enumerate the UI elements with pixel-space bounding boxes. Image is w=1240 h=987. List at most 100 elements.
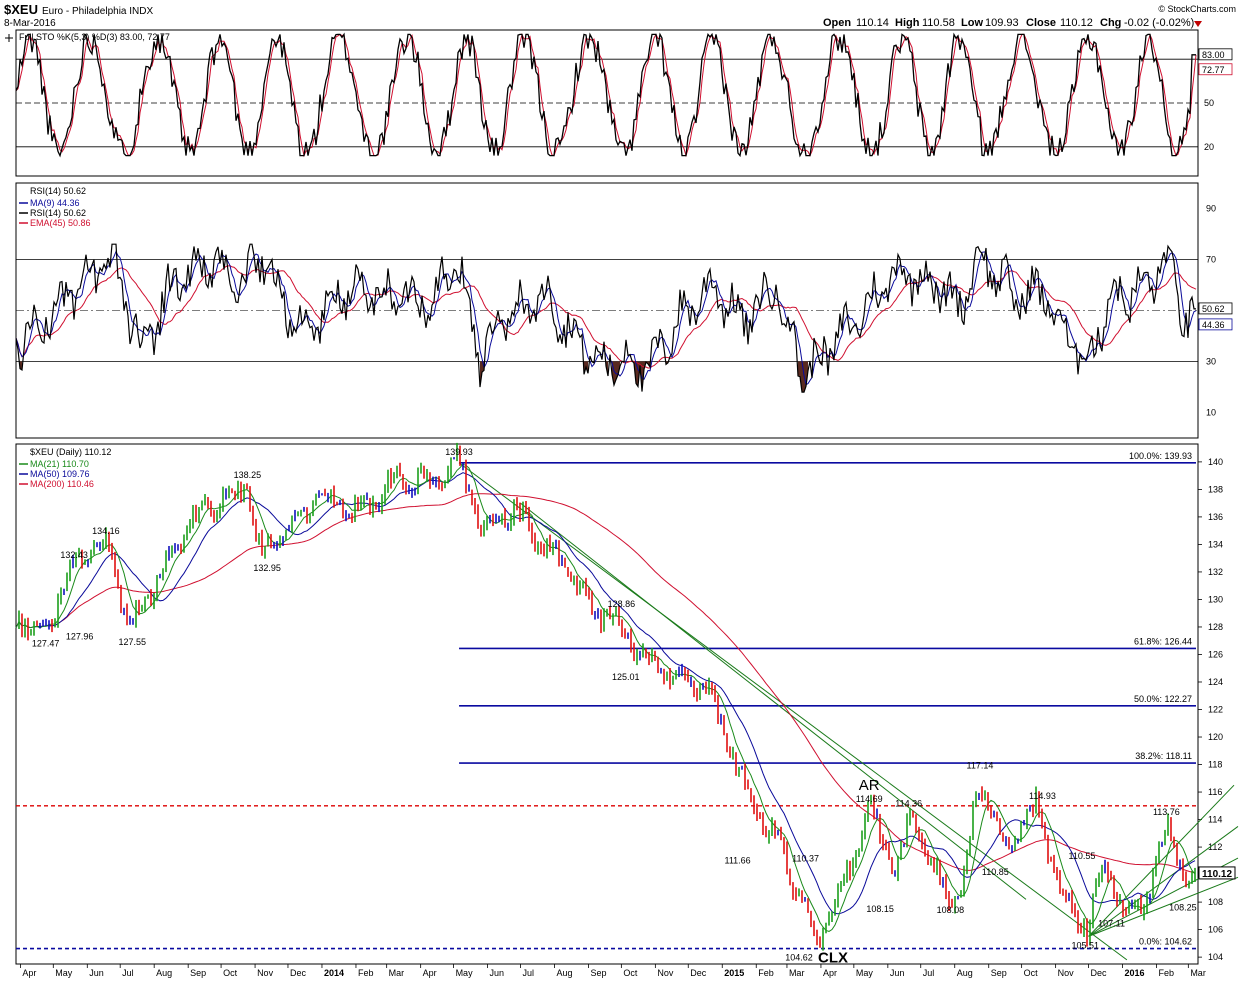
- chg-value: -0.02 (-0.02%): [1124, 17, 1194, 29]
- price-data-label-7: 139.93: [445, 447, 473, 457]
- down-triangle-icon: [1194, 21, 1202, 27]
- price-tick-label-8: 124: [1208, 677, 1223, 687]
- x-tick-label-22: Feb: [758, 968, 774, 978]
- fib-label-1: 61.8%: 126.44: [1134, 636, 1192, 646]
- price-tick-label-9: 122: [1208, 705, 1223, 715]
- x-tick-label-24: Apr: [823, 968, 837, 978]
- sto-scale-50: 50: [1204, 98, 1214, 108]
- rsi-oversold-fill-1: [480, 361, 484, 388]
- price-tick-label-17: 106: [1208, 925, 1223, 935]
- price-data-label-15: 114.36: [895, 799, 922, 809]
- price-data-label-24: 108.25: [1169, 903, 1197, 913]
- price-tick-label-2: 136: [1208, 512, 1223, 522]
- price-tick-label-16: 108: [1208, 897, 1223, 907]
- sto-last-d-box: [1198, 63, 1233, 76]
- chart-date: 8-Mar-2016: [4, 18, 56, 29]
- price-data-label-8: 128.86: [608, 599, 636, 609]
- x-tick-label-30: Oct: [1024, 968, 1039, 978]
- ma21-line: [15, 463, 1196, 932]
- x-tick-label-19: Nov: [657, 968, 674, 978]
- x-tick-label-16: Aug: [556, 968, 572, 978]
- price-tick-label-13: 114: [1208, 815, 1222, 825]
- price-data-label-23: 113.76: [1153, 807, 1180, 817]
- sto-last-k-label: 83.00: [1202, 50, 1225, 60]
- x-tick-label-5: Sep: [190, 968, 206, 978]
- rsi-last-box: [1198, 302, 1233, 315]
- ma200-line: [15, 493, 1196, 874]
- ma50-line: [15, 472, 1196, 915]
- price-data-label-10: 111.66: [724, 856, 750, 866]
- x-tick-label-3: Jul: [122, 968, 134, 978]
- price-legend: $XEU (Daily) 110.12 MA(21) 110.70 MA(50)…: [19, 447, 111, 489]
- price-legend-ma21: MA(21) 110.70: [30, 459, 89, 469]
- chart-type-icon: [5, 34, 13, 42]
- price-tick-label-1: 138: [1208, 484, 1223, 494]
- price-tick-label-11: 118: [1208, 760, 1222, 770]
- sto-panel: 50 20 83.00 72.77: [15, 32, 1233, 158]
- sto-last-d-label: 72.77: [1202, 65, 1225, 75]
- rsi-legend: RSI(14) 50.62 MA(9) 44.36 RSI(14) 50.62 …: [19, 186, 91, 228]
- fib-label-3: 38.2%: 118.11: [1135, 751, 1192, 761]
- x-tick-label-10: Feb: [358, 968, 374, 978]
- price-data-label-1: 127.96: [66, 632, 94, 642]
- sto-legend-text: Full STO %K(5,3) %D(3) 83.00, 72.77: [19, 32, 170, 42]
- x-tick-label-14: Jun: [490, 968, 505, 978]
- x-axis: Apr May Jun Jul Aug Sep Oct Nov Dec 2014 Feb Mar Apr…: [19, 964, 1206, 978]
- fan-line-1: [1088, 826, 1239, 937]
- sto-d-line: [15, 33, 1197, 158]
- rsi-oversold-fill-2: [584, 361, 588, 375]
- rsi-ma-last-label: 44.36: [1202, 320, 1225, 330]
- x-tick-label-12: Apr: [423, 968, 437, 978]
- rsi-panel: 90 70 30 10 50.62 44.36: [15, 204, 1233, 418]
- price-bars: [18, 442, 1196, 951]
- rsi-scale-0: 90: [1206, 204, 1216, 214]
- price-tick-label-5: 130: [1208, 594, 1223, 604]
- price-data-label-22: 107.11: [1098, 918, 1125, 928]
- ohlc-readout: Open 110.14 High 110.58 Low 109.93 Close…: [823, 17, 1202, 29]
- fan-line-0: [1088, 784, 1235, 937]
- symbol-title: $XEU: [4, 2, 38, 17]
- rsi-line: [15, 243, 1196, 393]
- price-data-label-13: 114.69: [856, 794, 883, 804]
- price-data-label-12: 104.62: [785, 953, 813, 963]
- chg-label: Chg: [1100, 17, 1121, 29]
- price-panel: 140 138 136 134 132 130 128 126 124 122 120 118 116 1…: [15, 442, 1239, 967]
- price-data-label-14: 108.15: [866, 904, 894, 914]
- fan-line-3: [1088, 876, 1239, 937]
- price-tick-label-7: 126: [1208, 649, 1223, 659]
- sto-scale-20: 20: [1204, 142, 1214, 152]
- brand-label: © StockCharts.com: [1158, 4, 1236, 14]
- x-tick-label-23: Mar: [789, 968, 805, 978]
- low-label: Low: [961, 17, 983, 29]
- rsi-scale-2: 30: [1206, 357, 1216, 367]
- price-data-label-11: 110.37: [792, 853, 819, 863]
- rsi-ma-last-box: [1198, 318, 1233, 331]
- rsi-scale-1: 70: [1206, 255, 1216, 265]
- x-tick-label-13: May: [456, 968, 474, 978]
- trend-line-0: [458, 462, 1128, 961]
- price-data-label-16: 108.08: [937, 905, 965, 915]
- x-tick-label-9: 2014: [324, 968, 344, 978]
- x-tick-label-21: 2015: [724, 968, 744, 978]
- x-tick-label-6: Oct: [223, 968, 238, 978]
- price-legend-ma50: MA(50) 109.76: [30, 469, 90, 479]
- price-data-label-3: 134.16: [92, 526, 120, 536]
- price-tick-label-3: 134: [1208, 539, 1223, 549]
- price-data-label-20: 110.55: [1069, 851, 1096, 861]
- x-tick-label-20: Dec: [690, 968, 707, 978]
- open-value: 110.14: [856, 17, 889, 29]
- high-label: High: [895, 17, 920, 29]
- price-data-label-5: 138.25: [234, 470, 262, 480]
- price-tick-label-14: 112: [1208, 842, 1222, 852]
- close-label: Close: [1026, 17, 1056, 29]
- x-tick-label-26: Jun: [890, 968, 905, 978]
- sto-legend: Full STO %K(5,3) %D(3) 83.00, 72.77: [5, 32, 170, 42]
- price-data-label-17: 117.14: [967, 760, 994, 770]
- fib-label-4: 0.0%: 104.62: [1139, 937, 1192, 947]
- symbol-name: Euro - Philadelphia INDX: [42, 6, 153, 17]
- x-tick-label-4: Aug: [156, 968, 172, 978]
- trend-line-1: [520, 502, 1027, 900]
- sto-k-line: [15, 32, 1196, 158]
- price-last-box: [1198, 866, 1236, 880]
- price-tick-label-12: 116: [1208, 787, 1222, 797]
